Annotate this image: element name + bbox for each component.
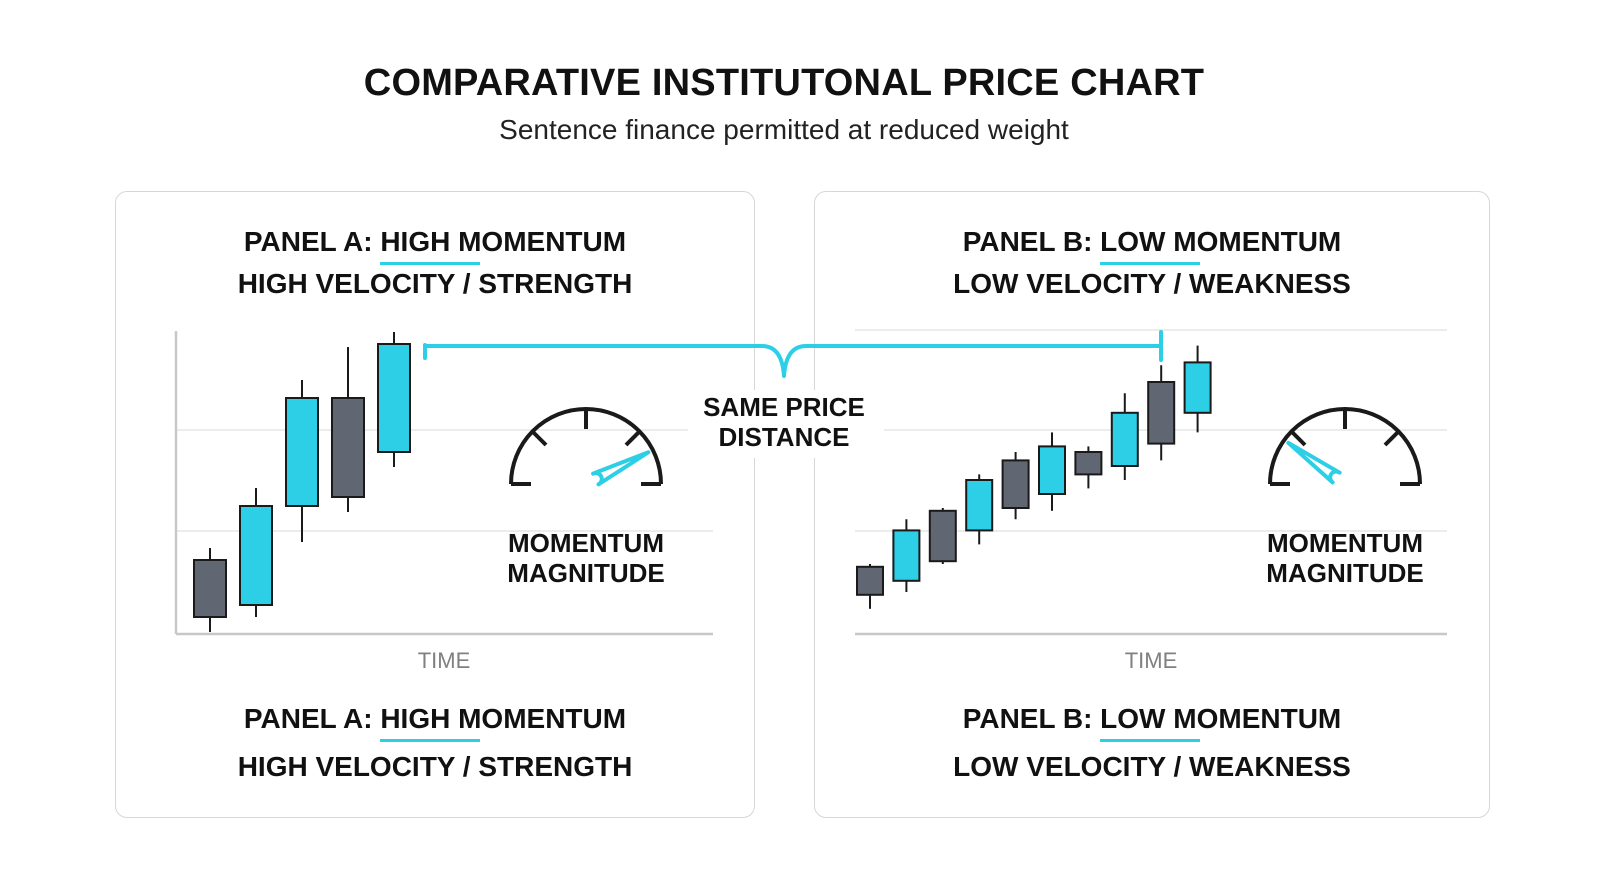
panel-b-top-heading: PANEL B: LOW MOMENTUM [815,226,1489,265]
panel-a-top-heading: PANEL A: HIGH MOMENTUM [116,226,754,265]
panel-b-gauge-label-2: MAGNITUDE [1266,558,1423,588]
panel-b-top-rest: MOMENTUM [1165,226,1342,257]
panel-a-bottom-prefix: PANEL A: [243,703,381,734]
annotation-line-1: SAME PRICE [703,392,865,422]
gauge-tick [1383,429,1401,447]
panel-b: PANEL B: LOW MOMENTUM LOW VELOCITY / WEA… [814,191,1490,818]
bracket-line [423,330,1163,378]
panel-a-gauge-label-2: MAGNITUDE [507,558,664,588]
panel-a-bottom-highlight: HIGH [380,703,481,742]
panel-b-bottom-rest: MOMENTUM [1165,703,1342,734]
panel-b-x-axis-label: TIME [1125,648,1178,673]
price-distance-bracket [423,330,1163,378]
panel-a-plot: TIME [174,331,713,673]
panel-a-bottom-heading: PANEL A: HIGH MOMENTUM [116,703,754,742]
panel-b-candle-body-bullish [1110,411,1139,467]
gauge-needle [1286,440,1342,485]
panel-a-top-highlight: HIGH [380,226,481,265]
panel-b-gauge-label-1: MOMENTUM [1267,528,1423,558]
chart-title: COMPARATIVE INSTITUTONAL PRICE CHART [363,62,1205,104]
panel-a-candles [193,332,411,632]
gauge-tick [624,429,642,447]
panel-b-candle-body-bullish [1038,445,1066,495]
panel-b-bottom-highlight: LOW [1100,703,1201,742]
panel-a-bottom-rest: MOMENTUM [450,703,627,734]
panel-b-candle-body-bearish [1147,381,1176,445]
panel-a-top-subheading: HIGH VELOCITY / STRENGTH [237,268,633,299]
panel-b-top-prefix: PANEL B: [962,226,1101,257]
gauge-tick [1289,429,1307,447]
panel-b-bottom-prefix: PANEL B: [962,703,1101,734]
panel-a-top-prefix: PANEL A: [243,226,381,257]
panel-a: PANEL A: HIGH MOMENTUM HIGH VELOCITY / S… [115,191,755,818]
panel-a-candle-body-bullish [377,343,411,453]
panel-a-bottom-subheading: HIGH VELOCITY / STRENGTH [237,751,633,782]
panel-b-candle-body-bearish [1074,451,1103,476]
gauge-needle [591,450,651,487]
panel-a-top-rest: MOMENTUM [450,226,627,257]
panel-a-candle-body-bullish [285,397,319,507]
panel-b-top-highlight: LOW [1100,226,1201,265]
panel-a-x-axis-label: TIME [418,648,471,673]
panel-a-gauge-label-1: MOMENTUM [508,528,664,558]
panel-b-candle-body-bullish [965,479,994,532]
panel-b-bottom-heading: PANEL B: LOW MOMENTUM [815,703,1489,742]
chart-subtitle: Sentence finance permitted at reduced we… [499,114,1069,145]
panel-b-candle-body-bearish [1001,459,1030,509]
panel-b-candles [856,345,1212,609]
gauge-tick [530,429,548,447]
panel-b-candle-body-bullish [1183,361,1212,414]
panel-a-gauge: MOMENTUM MAGNITUDE [507,407,665,588]
panel-a-candle-body-bullish [239,505,273,606]
panel-b-plot: TIME [855,329,1447,673]
panel-b-bottom-subheading: LOW VELOCITY / WEAKNESS [953,751,1351,782]
annotation-backdrop [688,390,884,458]
panel-b-candle-body-bullish [892,529,921,582]
panel-a-candle-body-bearish [193,559,227,618]
panel-b-candle-body-bearish [928,509,957,563]
annotation-line-2: DISTANCE [719,422,850,452]
panel-a-candle-body-bearish [331,397,365,498]
panel-b-candle-body-bearish [856,565,884,596]
panel-b-gauge: MOMENTUM MAGNITUDE [1266,407,1424,588]
panel-b-top-subheading: LOW VELOCITY / WEAKNESS [953,268,1351,299]
